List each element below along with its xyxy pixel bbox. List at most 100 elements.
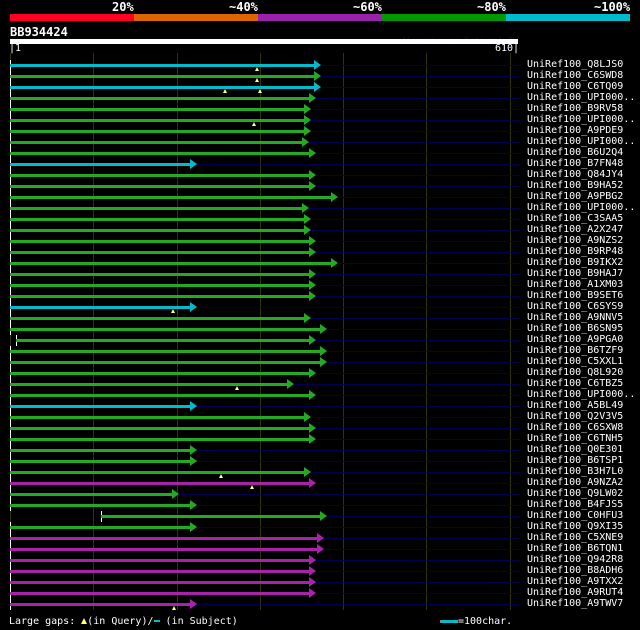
hit-label[interactable]: UniRef100_C6TQ09 bbox=[527, 81, 624, 92]
hit-label[interactable]: UniRef100_Q9XI35 bbox=[527, 521, 624, 532]
hit-label[interactable]: UniRef100_Q9LW02 bbox=[527, 488, 624, 499]
hit-label[interactable]: UniRef100_A9TWV7 bbox=[527, 598, 624, 609]
hit-row[interactable]: UniRef100_C3SAA5 bbox=[0, 213, 640, 225]
hit-row[interactable]: UniRef100_Q9LW02 bbox=[0, 488, 640, 500]
hit-label[interactable]: UniRef100_B7FN48 bbox=[527, 158, 624, 169]
hit-label[interactable]: UniRef100_Q8L920 bbox=[527, 367, 624, 378]
hit-label[interactable]: UniRef100_UPI000.. bbox=[527, 114, 636, 125]
hit-label[interactable]: UniRef100_B9RV58 bbox=[527, 103, 624, 114]
hit-row[interactable]: UniRef100_C6SYS9 bbox=[0, 301, 640, 313]
hit-row[interactable]: UniRef100_B6SN95 bbox=[0, 323, 640, 335]
hit-label[interactable]: UniRef100_A9NNV5 bbox=[527, 312, 624, 323]
hit-label[interactable]: UniRef100_C6TBZ5 bbox=[527, 378, 624, 389]
hit-label[interactable]: UniRef100_A9TXX2 bbox=[527, 576, 624, 587]
hit-label[interactable]: UniRef100_B9RP48 bbox=[527, 246, 624, 257]
hit-row[interactable]: UniRef100_Q8L920 bbox=[0, 367, 640, 379]
hit-label[interactable]: UniRef100_B6TSP1 bbox=[527, 455, 624, 466]
hit-row[interactable]: UniRef100_B9RP48 bbox=[0, 246, 640, 258]
hit-label[interactable]: UniRef100_A2X247 bbox=[527, 224, 624, 235]
hit-label[interactable]: UniRef100_B6SN95 bbox=[527, 323, 624, 334]
hit-row[interactable]: UniRef100_A9PBG2 bbox=[0, 191, 640, 203]
hit-row[interactable]: UniRef100_C6SWD8 bbox=[0, 70, 640, 82]
hit-label[interactable]: UniRef100_C5XXL1 bbox=[527, 356, 624, 367]
hit-label[interactable]: UniRef100_UPI000.. bbox=[527, 389, 636, 400]
hit-label[interactable]: UniRef100_C6SWD8 bbox=[527, 70, 624, 81]
hit-label[interactable]: UniRef100_C3SAA5 bbox=[527, 213, 624, 224]
hit-label[interactable]: UniRef100_Q2V3V5 bbox=[527, 411, 624, 422]
hit-row[interactable]: UniRef100_B6TSP1 bbox=[0, 455, 640, 467]
hit-row[interactable]: UniRef100_A9NNV5 bbox=[0, 312, 640, 324]
hit-row[interactable]: UniRef100_B4FJS5 bbox=[0, 499, 640, 511]
hit-row[interactable]: UniRef100_UPI000.. bbox=[0, 202, 640, 214]
hit-row[interactable]: UniRef100_A9PDE9 bbox=[0, 125, 640, 137]
hit-label[interactable]: UniRef100_B3H7L0 bbox=[527, 466, 624, 477]
hit-row[interactable]: UniRef100_UPI000.. bbox=[0, 136, 640, 148]
hit-row[interactable]: UniRef100_B9SET6 bbox=[0, 290, 640, 302]
hit-row[interactable]: UniRef100_B7FN48 bbox=[0, 158, 640, 170]
hit-row[interactable]: UniRef100_C5XXL1 bbox=[0, 356, 640, 368]
hit-label[interactable]: UniRef100_C6TNH5 bbox=[527, 433, 624, 444]
hit-row[interactable]: UniRef100_UPI000.. bbox=[0, 92, 640, 104]
hit-row[interactable]: UniRef100_C6SXW8 bbox=[0, 422, 640, 434]
hit-label[interactable]: UniRef100_A9NZA2 bbox=[527, 477, 624, 488]
hit-label[interactable]: UniRef100_A9PBG2 bbox=[527, 191, 624, 202]
hit-label[interactable]: UniRef100_UPI000.. bbox=[527, 92, 636, 103]
hit-label[interactable]: UniRef100_B4FJS5 bbox=[527, 499, 624, 510]
hit-row[interactable]: UniRef100_C5XNE9 bbox=[0, 532, 640, 544]
hit-row[interactable]: UniRef100_Q2V3V5 bbox=[0, 411, 640, 423]
hit-row[interactable]: UniRef100_A2X247 bbox=[0, 224, 640, 236]
hit-label[interactable]: UniRef100_UPI000.. bbox=[527, 136, 636, 147]
hit-label[interactable]: UniRef100_A1XM03 bbox=[527, 279, 624, 290]
hit-row[interactable]: UniRef100_Q84JY4 bbox=[0, 169, 640, 181]
hit-label[interactable]: UniRef100_B6TZF9 bbox=[527, 345, 624, 356]
hit-row[interactable]: UniRef100_B6U2Q4 bbox=[0, 147, 640, 159]
hit-row[interactable]: UniRef100_C0HFU3 bbox=[0, 510, 640, 522]
hit-label[interactable]: UniRef100_A9RUT4 bbox=[527, 587, 624, 598]
hit-row[interactable]: UniRef100_Q9XI35 bbox=[0, 521, 640, 533]
hit-row[interactable]: UniRef100_B9HA52 bbox=[0, 180, 640, 192]
hit-row[interactable]: UniRef100_B3H7L0 bbox=[0, 466, 640, 478]
hit-label[interactable]: UniRef100_C6SYS9 bbox=[527, 301, 624, 312]
hit-row[interactable]: UniRef100_A9TXX2 bbox=[0, 576, 640, 588]
hit-row[interactable]: UniRef100_UPI000.. bbox=[0, 114, 640, 126]
hit-label[interactable]: UniRef100_Q8LJS0 bbox=[527, 59, 624, 70]
hit-row[interactable]: UniRef100_C6TBZ5 bbox=[0, 378, 640, 390]
hit-label[interactable]: UniRef100_C5XNE9 bbox=[527, 532, 624, 543]
hit-label[interactable]: UniRef100_UPI000.. bbox=[527, 202, 636, 213]
hit-label[interactable]: UniRef100_B9HA52 bbox=[527, 180, 624, 191]
hit-label[interactable]: UniRef100_B6U2Q4 bbox=[527, 147, 624, 158]
hit-row[interactable]: UniRef100_B9IKX2 bbox=[0, 257, 640, 269]
hit-row[interactable]: UniRef100_A9PGA0 bbox=[0, 334, 640, 346]
hit-row[interactable]: UniRef100_B8ADH6 bbox=[0, 565, 640, 577]
hit-row[interactable]: UniRef100_C6TQ09 bbox=[0, 81, 640, 93]
hit-label[interactable]: UniRef100_B6TQN1 bbox=[527, 543, 624, 554]
hit-label[interactable]: UniRef100_A9NZS2 bbox=[527, 235, 624, 246]
hit-label[interactable]: UniRef100_B9IKX2 bbox=[527, 257, 624, 268]
hit-row[interactable]: UniRef100_UPI000.. bbox=[0, 389, 640, 401]
hit-label[interactable]: UniRef100_C0HFU3 bbox=[527, 510, 624, 521]
hit-label[interactable]: UniRef100_B8ADH6 bbox=[527, 565, 624, 576]
hit-label[interactable]: UniRef100_B9SET6 bbox=[527, 290, 624, 301]
hit-label[interactable]: UniRef100_Q84JY4 bbox=[527, 169, 624, 180]
hit-label[interactable]: UniRef100_B9HAJ7 bbox=[527, 268, 624, 279]
hit-row[interactable]: UniRef100_Q8LJS0 bbox=[0, 59, 640, 71]
hit-label[interactable]: UniRef100_A9PGA0 bbox=[527, 334, 624, 345]
hit-row[interactable]: UniRef100_A1XM03 bbox=[0, 279, 640, 291]
hit-row[interactable]: UniRef100_C6TNH5 bbox=[0, 433, 640, 445]
hit-row[interactable]: UniRef100_A9NZS2 bbox=[0, 235, 640, 247]
hit-row[interactable]: UniRef100_A9TWV7 bbox=[0, 598, 640, 610]
hit-row[interactable]: UniRef100_A9RUT4 bbox=[0, 587, 640, 599]
hit-row[interactable]: UniRef100_B9RV58 bbox=[0, 103, 640, 115]
hit-label[interactable]: UniRef100_Q942R8 bbox=[527, 554, 624, 565]
hit-row[interactable]: UniRef100_Q942R8 bbox=[0, 554, 640, 566]
hit-label[interactable]: UniRef100_A9PDE9 bbox=[527, 125, 624, 136]
hit-label[interactable]: UniRef100_Q0E301 bbox=[527, 444, 624, 455]
hit-label[interactable]: UniRef100_C6SXW8 bbox=[527, 422, 624, 433]
hit-row[interactable]: UniRef100_A5BL49 bbox=[0, 400, 640, 412]
hit-label[interactable]: UniRef100_A5BL49 bbox=[527, 400, 624, 411]
hit-row[interactable]: UniRef100_B6TQN1 bbox=[0, 543, 640, 555]
hit-row[interactable]: UniRef100_A9NZA2 bbox=[0, 477, 640, 489]
hit-row[interactable]: UniRef100_B9HAJ7 bbox=[0, 268, 640, 280]
hit-row[interactable]: UniRef100_Q0E301 bbox=[0, 444, 640, 456]
hit-row[interactable]: UniRef100_B6TZF9 bbox=[0, 345, 640, 357]
